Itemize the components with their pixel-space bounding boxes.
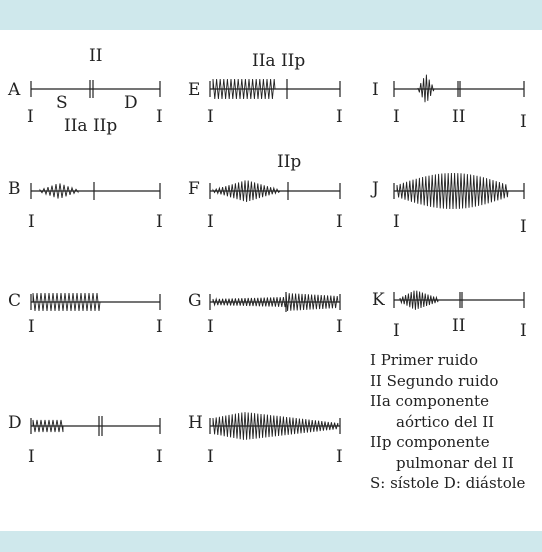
legend-aortic-component-cont: aórtico del II: [396, 412, 495, 431]
legend: I Primer ruido II Segundo ruido IIa comp…: [370, 350, 525, 494]
panel-d-murmur: [32, 419, 64, 433]
panel-d-tick-left: I: [28, 447, 35, 467]
panel-e-letter: E: [188, 80, 201, 100]
panel-f-murmur: [212, 180, 281, 203]
legend-phases: S: sístole D: diástole: [370, 474, 526, 492]
top-band: [0, 0, 542, 30]
panel-g-letter: G: [188, 291, 202, 311]
panel-h-murmur: [212, 412, 339, 440]
panel-f-tick-left: I: [207, 212, 214, 232]
panel-h-tick-left: I: [207, 447, 214, 467]
panel-d-letter: D: [8, 413, 22, 433]
panel-i-tick-left: I: [393, 107, 400, 127]
legend-first-sound: I Primer ruido: [370, 351, 479, 369]
panel-b-tick-left: I: [28, 212, 35, 232]
panel-e-tick-left: I: [207, 107, 214, 127]
panel-j-letter: J: [372, 179, 379, 199]
panel-c-letter: C: [8, 291, 22, 311]
panel-j-murmur: [396, 172, 509, 210]
legend-pulmonary-component: IIp componente: [370, 433, 490, 451]
panel-b-murmur: [39, 183, 79, 199]
panel-e-tick-right: I: [336, 107, 343, 127]
panel-b-letter: B: [8, 179, 21, 199]
panel-a-diastole-label: D: [124, 93, 138, 113]
panel-k-letter: K: [372, 290, 385, 310]
panel-c-tick-right: I: [156, 317, 163, 337]
panel-f-components-label: IIp: [277, 152, 302, 172]
panel-h-tick-right: I: [336, 447, 343, 467]
panel-c-tick-left: I: [28, 317, 35, 337]
panel-a-components-label: IIa IIp: [64, 116, 118, 136]
panel-h-letter: H: [188, 413, 203, 433]
panel-i-tick-mid: II: [452, 107, 466, 127]
panel-j-tick-left: I: [393, 212, 400, 232]
legend-aortic-component: IIa componente: [370, 392, 489, 410]
panel-e-murmur: [212, 78, 276, 100]
panel-a-letter: A: [8, 80, 21, 100]
panel-g-tick-left: I: [207, 317, 214, 337]
panel-a-tick-right: I: [156, 107, 163, 127]
panel-c-murmur: [32, 292, 101, 312]
panel-a-systole-label: S: [56, 93, 68, 113]
panel-i-letter: I: [372, 80, 379, 100]
panel-b-tick-right: I: [156, 212, 163, 232]
panel-k-tick-right: I: [520, 321, 527, 341]
panel-a-second-sound-label: II: [89, 46, 103, 66]
legend-second-sound: II Segundo ruido: [370, 371, 499, 390]
panel-g-murmur-early: [212, 297, 287, 308]
panel-k-tick-mid: II: [452, 316, 466, 336]
bottom-band: [0, 531, 542, 552]
panel-k-murmur: [399, 290, 439, 310]
panel-k-tick-left: I: [393, 321, 400, 341]
panel-d-tick-right: I: [156, 447, 163, 467]
panel-g-murmur-late: [285, 292, 339, 311]
panel-f-tick-right: I: [336, 212, 343, 232]
panel-i-murmur: [417, 74, 435, 103]
panel-i-tick-right: I: [520, 112, 527, 132]
panel-f-letter: F: [188, 179, 200, 199]
panel-e-components-label: IIa IIp: [252, 51, 306, 71]
panel-g-tick-right: I: [336, 317, 343, 337]
panel-a-tick-left: I: [27, 107, 34, 127]
panel-j-tick-right: I: [520, 217, 527, 237]
legend-pulmonary-component-cont: pulmonar del II: [396, 453, 514, 472]
